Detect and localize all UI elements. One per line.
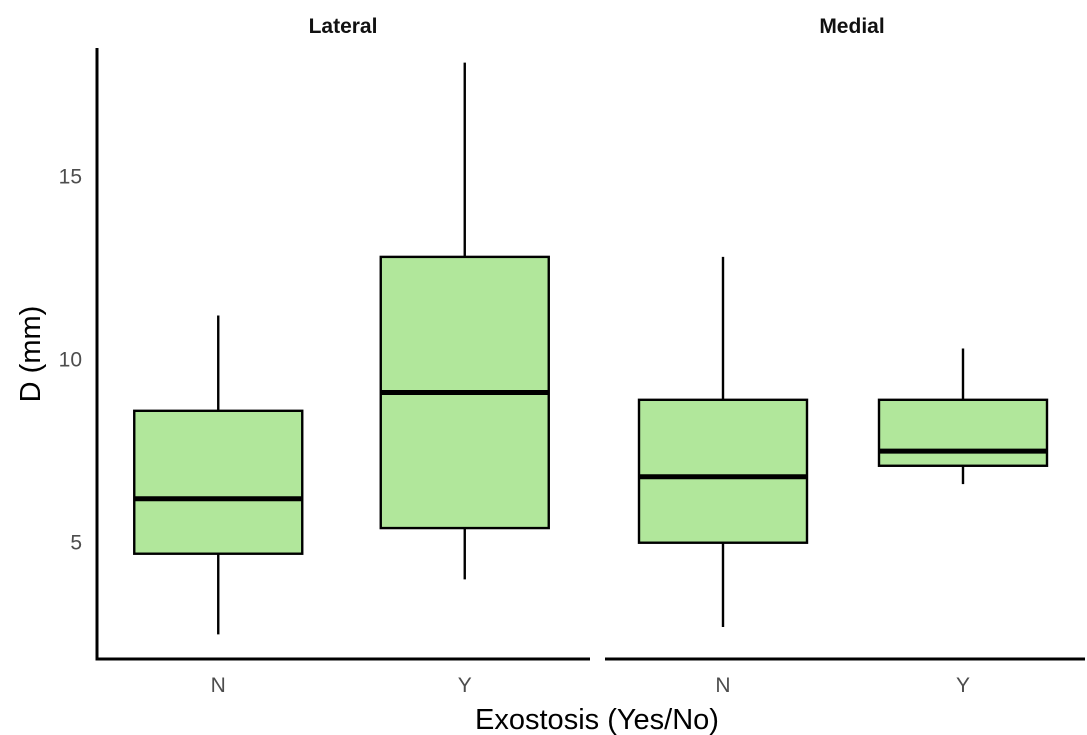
box-lateral-n [133,315,304,635]
box-iqr [133,409,304,555]
box-medial-y [877,348,1049,485]
y-axis-title: D (mm) [15,306,47,403]
x-tick-label: N [715,674,730,697]
y-axis: 5 10 15 [59,48,99,660]
box-medial-n [637,256,809,628]
x-tick-label: Y [956,674,970,697]
facet-titles: Lateral Medial [309,15,885,38]
facet-title-medial: Medial [819,15,884,38]
y-tick-label: 5 [70,532,82,555]
y-tick-labels: 5 10 15 [59,165,82,554]
y-tick-label: 15 [59,165,82,188]
box-lateral-y [379,62,550,580]
box-iqr [637,398,809,544]
box-iqr [877,398,1049,467]
x-axis-title: Exostosis (Yes/No) [475,704,719,735]
y-tick-label: 10 [59,348,82,371]
x-tick-label: Y [458,674,472,697]
facet-title-lateral: Lateral [309,15,378,38]
x-tick-label: N [211,674,226,697]
boxplots [133,62,1049,635]
